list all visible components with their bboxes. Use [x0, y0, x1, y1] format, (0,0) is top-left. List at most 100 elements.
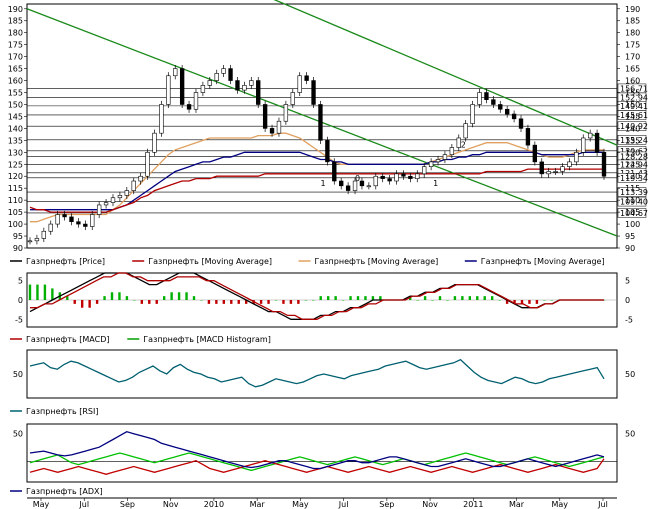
y-tick-label-right: 175	[625, 41, 640, 50]
macd-histogram-bar	[498, 300, 501, 301]
x-tick-label: Mar	[509, 500, 525, 509]
y-tick-label-right: 100	[625, 220, 640, 229]
price-tag: 113.39	[617, 187, 648, 197]
x-tick-label: Sep	[120, 500, 135, 509]
macd-histogram-bar	[28, 284, 32, 300]
candle-body	[456, 137, 461, 148]
price-tag-label: 152.94	[620, 93, 648, 102]
y-tick-label-right: 165	[625, 65, 640, 74]
macd-histogram-bar	[282, 300, 285, 304]
macd-histogram-bar	[468, 296, 472, 300]
candle-body	[505, 108, 510, 115]
candle-body	[574, 152, 579, 163]
candle-body	[69, 216, 74, 222]
y-tick-label-left: 100	[8, 220, 23, 229]
y-tick-label-right: 95	[625, 232, 635, 241]
macd-histogram-bar	[244, 300, 248, 304]
candle-body	[186, 104, 192, 110]
rsi-y-tick-label: 50	[13, 370, 23, 379]
price-tag: 135.24	[617, 135, 648, 145]
candle-body	[290, 92, 295, 105]
macd-histogram-bar	[110, 292, 114, 300]
candle-body	[359, 180, 365, 187]
candle-body	[152, 132, 157, 153]
y-tick-label-right: 190	[625, 5, 640, 14]
y-tick-label-left: 95	[13, 232, 23, 241]
candle-body	[27, 240, 33, 243]
price-tag-box	[617, 110, 647, 120]
annotation-label: 1	[433, 179, 438, 188]
y-tick-label-right: 145	[625, 112, 640, 121]
candle-body	[55, 214, 60, 225]
candle-body	[76, 221, 81, 225]
y-tick-label-right: 140	[625, 124, 640, 133]
macd-histogram-bar	[334, 296, 337, 300]
macd-histogram-bar	[379, 296, 382, 300]
adx-y-tick-label: 50	[625, 430, 635, 439]
y-tick-label-left: 175	[8, 41, 23, 50]
candle-body	[131, 180, 136, 191]
candle-body	[193, 92, 199, 110]
macd-histogram-bar	[73, 300, 76, 304]
macd-histogram-bar	[274, 300, 278, 301]
macd-histogram-bar	[133, 300, 136, 301]
y-tick-label-right: 185	[625, 17, 640, 26]
x-tick-label: May	[292, 500, 309, 509]
macd-histogram-bar	[170, 292, 173, 300]
candle-body	[90, 214, 95, 227]
y-tick-label-left: 140	[8, 124, 23, 133]
macd-histogram-bar	[200, 300, 203, 301]
annotation-label: 0	[355, 174, 360, 183]
y-tick-label-left: 170	[8, 53, 23, 62]
macd-y-tick-label: -5	[625, 315, 633, 324]
y-tick-label-right: 180	[625, 29, 640, 38]
price-tag-label: 124.94	[620, 160, 648, 169]
y-tick-label-left: 90	[13, 244, 23, 253]
price-tag-label: 109.40	[620, 198, 648, 207]
price-tag-label: 145.61	[620, 111, 648, 120]
candle-body	[179, 68, 185, 105]
candle-body	[380, 175, 385, 179]
macd-y-tick-label: 0	[625, 296, 630, 305]
macd-y-tick-label: 5	[18, 277, 23, 286]
macd-histogram-bar	[304, 300, 308, 301]
candle-body	[325, 140, 330, 163]
price-tag-label: 113.39	[620, 188, 648, 197]
macd-histogram-bar	[356, 296, 360, 300]
candle-body	[449, 147, 455, 156]
macd-histogram-bar	[140, 300, 144, 304]
candle-body	[311, 80, 316, 105]
trend-line-upper	[273, 0, 618, 146]
candle-body	[587, 132, 593, 139]
candle-body	[166, 75, 171, 105]
candle-body	[249, 80, 254, 86]
annotation-label: 1	[320, 179, 325, 188]
candle-body	[242, 85, 247, 91]
candle-body	[276, 120, 282, 134]
macd-histogram-bar	[267, 300, 270, 304]
candle-body	[34, 238, 40, 242]
macd-histogram-bar	[438, 296, 442, 300]
candle-body	[553, 171, 558, 173]
y-tick-label-right: 170	[625, 53, 640, 62]
candle-body	[62, 214, 67, 218]
adx-y-tick-label: 50	[13, 430, 23, 439]
minus-di-line	[29, 458, 605, 475]
price-tag-label: 104.67	[620, 209, 648, 218]
macd-histogram-bar	[528, 300, 531, 304]
price-tag: 109.40	[617, 196, 648, 207]
y-tick-label-right: 110	[625, 196, 640, 205]
macd-histogram-bar	[513, 300, 516, 304]
legend-label: Газпрнефть [ADX]	[26, 487, 103, 496]
rsi-y-tick-label: 50	[625, 370, 635, 379]
price-tag: 140.92	[617, 121, 648, 131]
macd-histogram-bar	[461, 296, 464, 300]
candle-body	[477, 92, 482, 105]
candle-body	[567, 161, 572, 167]
macd-histogram-bar	[43, 284, 47, 300]
macd-histogram-bar	[364, 296, 367, 300]
macd-histogram-bar	[177, 292, 181, 300]
macd-histogram-bar	[326, 296, 330, 300]
candle-body	[518, 118, 524, 129]
macd-y-tick-label: 0	[18, 296, 23, 305]
